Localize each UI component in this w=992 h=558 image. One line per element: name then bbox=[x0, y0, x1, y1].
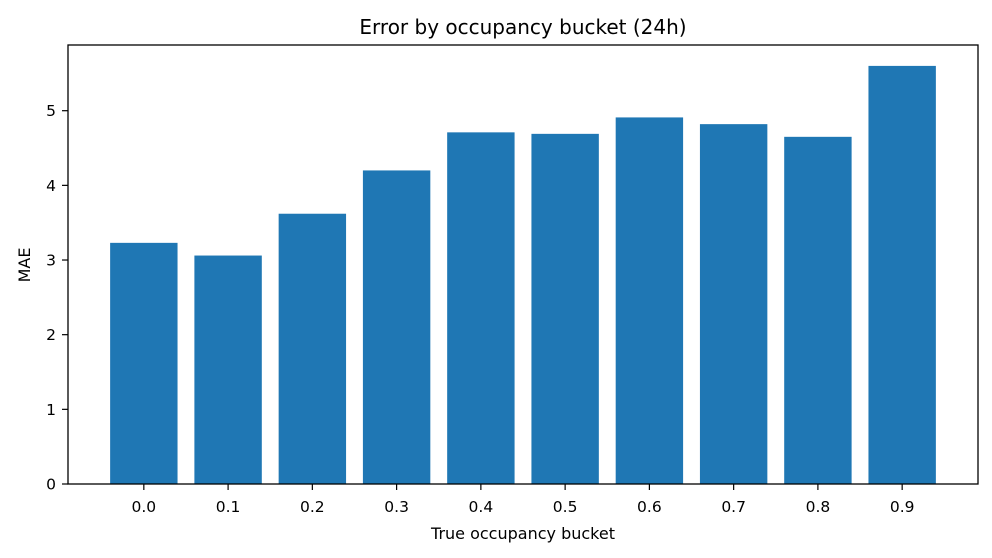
y-tick-label: 1 bbox=[46, 401, 56, 419]
bar-0.6 bbox=[615, 117, 684, 485]
x-tick-label: 0.6 bbox=[637, 498, 662, 516]
bar-0.1 bbox=[194, 255, 262, 484]
bar-0.0 bbox=[110, 242, 178, 484]
bar-0.5 bbox=[531, 133, 599, 484]
x-tick-label: 0.9 bbox=[890, 498, 915, 516]
x-axis: 0.0 0.1 0.2 0.3 0.4 0.5 0.6 0.7 0.8 0.9 bbox=[132, 484, 915, 516]
y-tick-label: 5 bbox=[46, 102, 56, 120]
x-tick-label: 0.5 bbox=[553, 498, 578, 516]
plot-frame bbox=[67, 44, 979, 485]
y-tick-label: 4 bbox=[46, 177, 56, 195]
bars-group bbox=[110, 65, 936, 485]
bar-0.7 bbox=[699, 124, 768, 484]
chart-title: Error by occupancy bucket (24h) bbox=[359, 15, 686, 39]
x-tick-label: 0.4 bbox=[469, 498, 494, 516]
bar-0.8 bbox=[784, 136, 852, 484]
x-tick-label: 0.0 bbox=[132, 498, 157, 516]
x-axis-label: True occupancy bucket bbox=[430, 524, 615, 543]
bar-0.4 bbox=[447, 132, 515, 484]
bar-0.9 bbox=[868, 65, 936, 485]
bar-0.2 bbox=[278, 213, 347, 485]
y-axis-label: MAE bbox=[15, 248, 34, 283]
y-tick-label: 0 bbox=[46, 476, 56, 494]
y-axis: 0 1 2 3 4 5 bbox=[46, 102, 68, 494]
x-tick-label: 0.7 bbox=[721, 498, 746, 516]
x-tick-label: 0.2 bbox=[300, 498, 325, 516]
bar-0.3 bbox=[362, 170, 431, 484]
y-tick-label: 3 bbox=[46, 252, 56, 270]
y-tick-label: 2 bbox=[46, 326, 56, 344]
x-tick-label: 0.1 bbox=[216, 498, 241, 516]
x-tick-label: 0.8 bbox=[806, 498, 831, 516]
x-tick-label: 0.3 bbox=[384, 498, 409, 516]
